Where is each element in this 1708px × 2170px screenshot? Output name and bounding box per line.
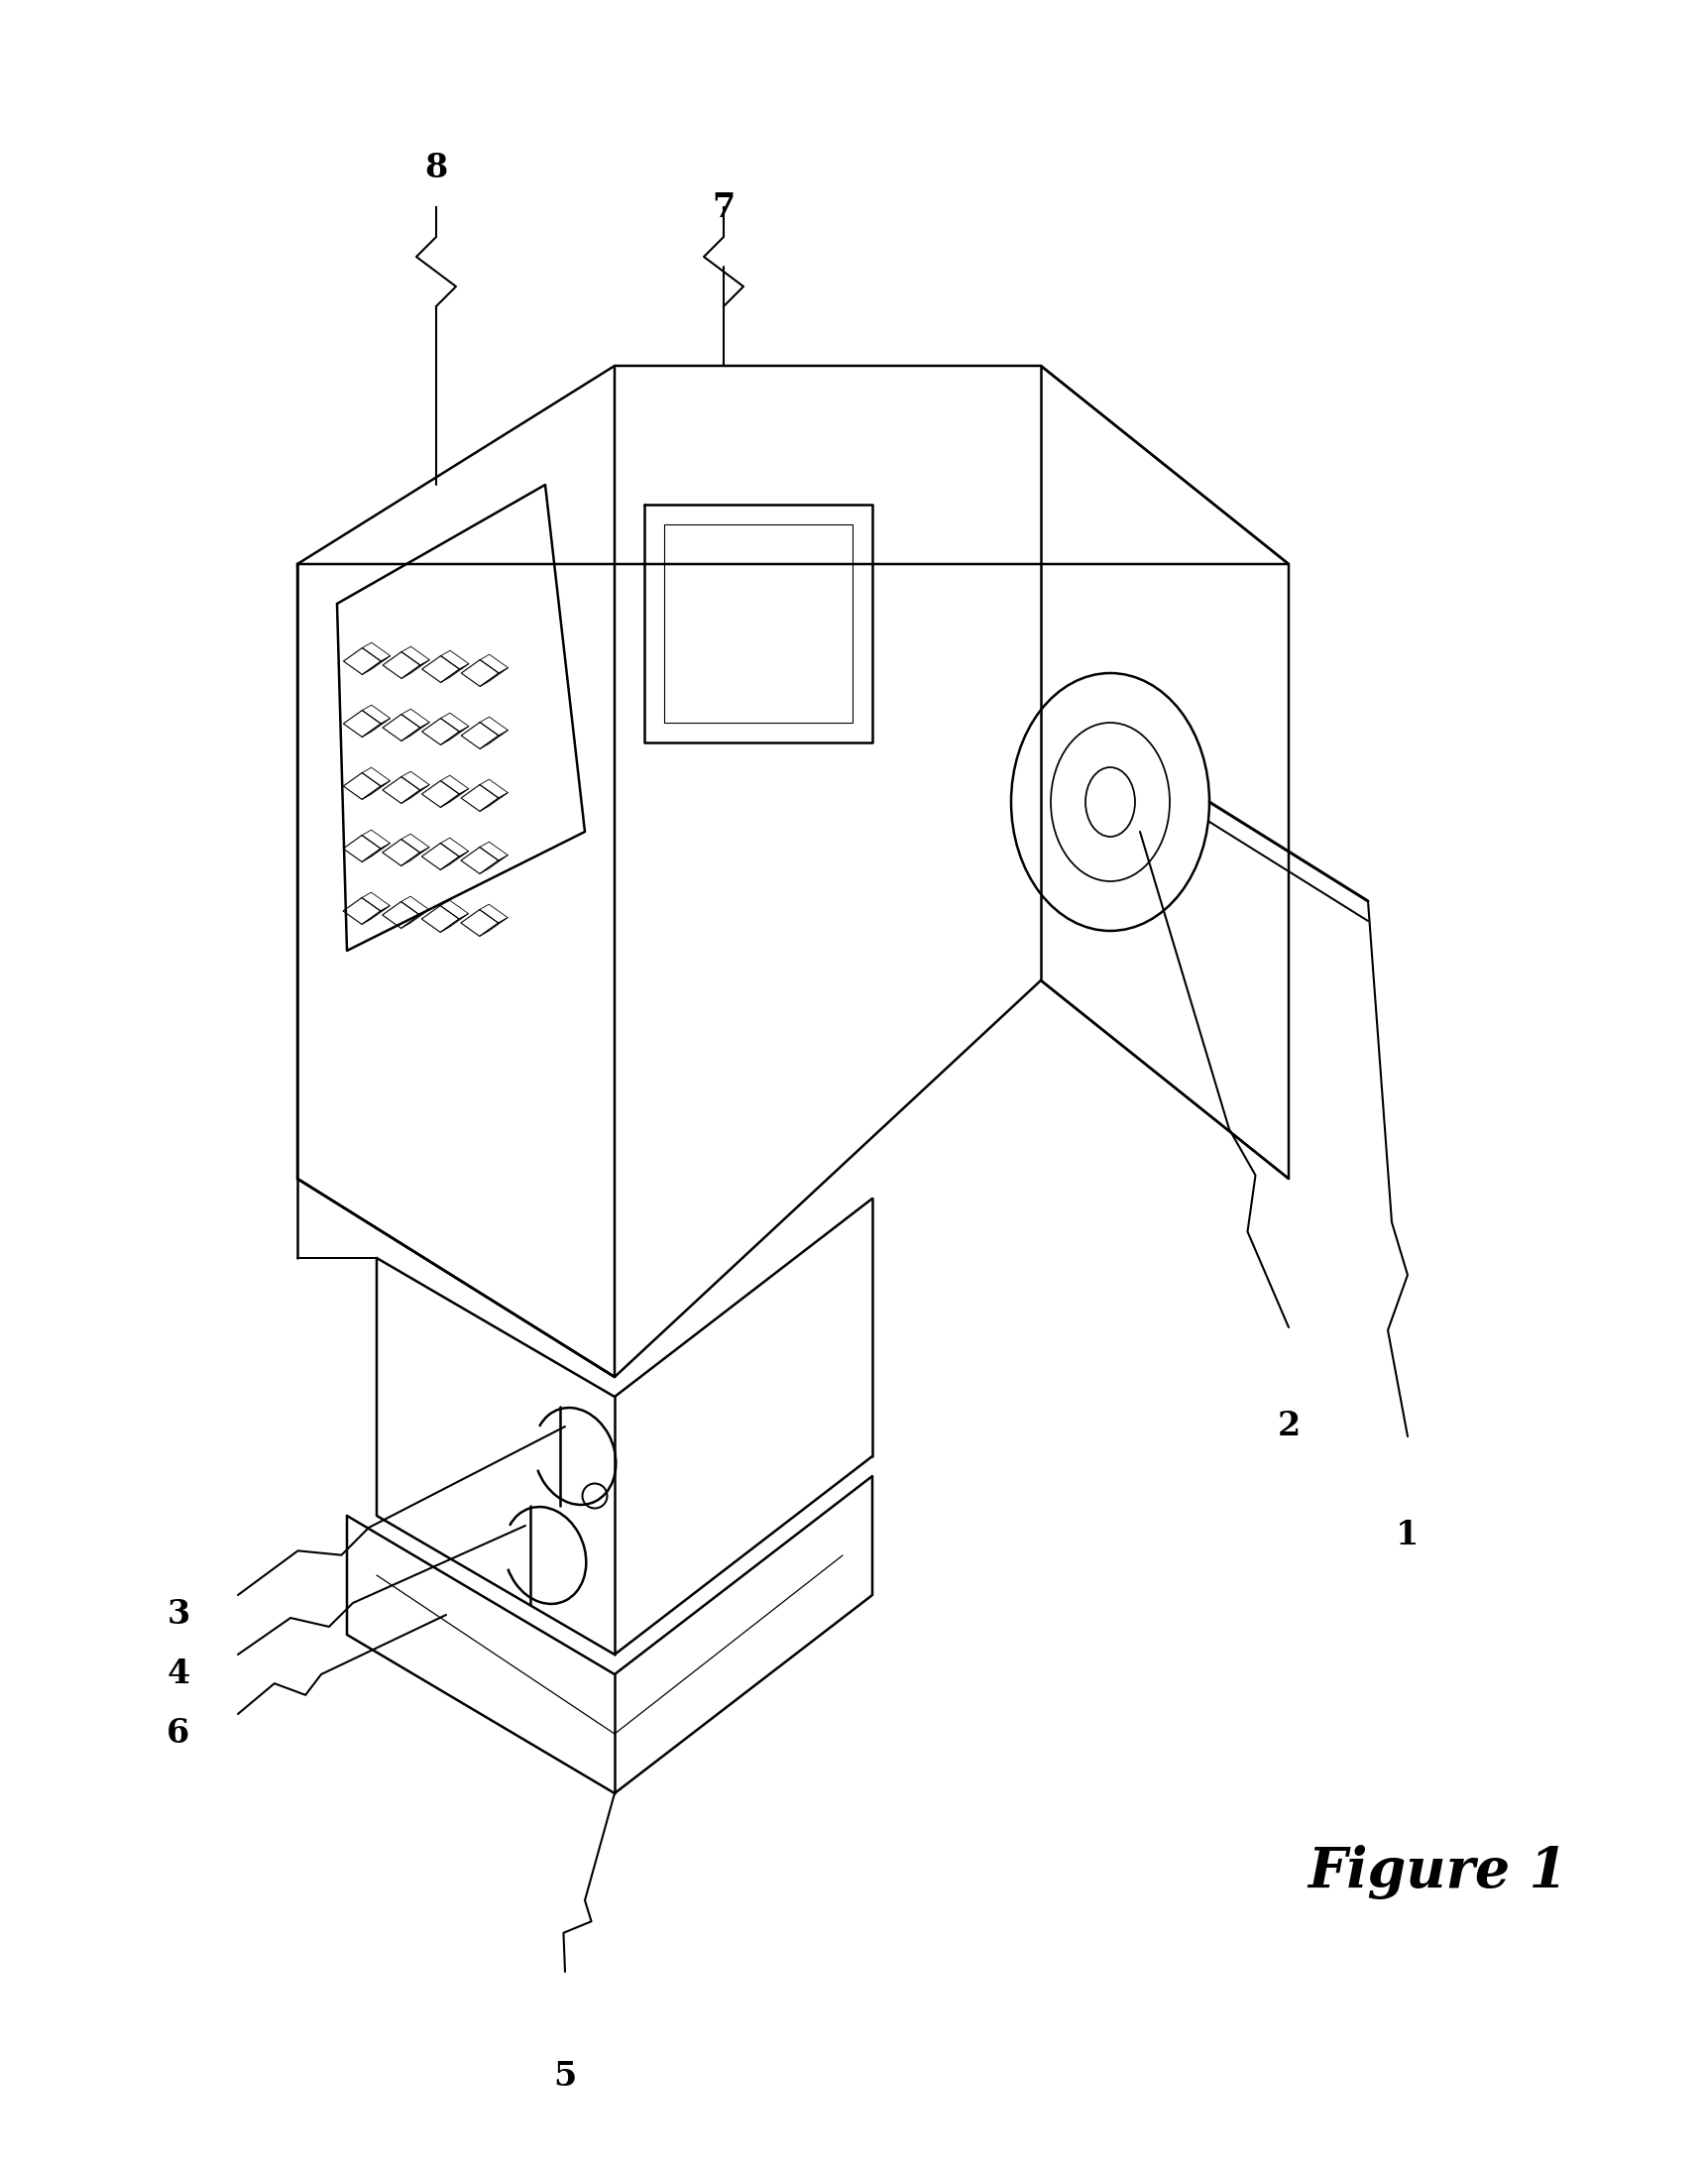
Text: 2: 2 <box>1276 1410 1300 1443</box>
Text: 6: 6 <box>167 1716 190 1751</box>
Text: 8: 8 <box>424 152 447 184</box>
Text: 4: 4 <box>167 1658 190 1690</box>
Text: Figure 1: Figure 1 <box>1307 1844 1566 1901</box>
Text: 3: 3 <box>167 1599 190 1632</box>
Text: 7: 7 <box>712 191 734 224</box>
Text: 5: 5 <box>553 2059 576 2092</box>
Text: 1: 1 <box>1395 1519 1418 1552</box>
